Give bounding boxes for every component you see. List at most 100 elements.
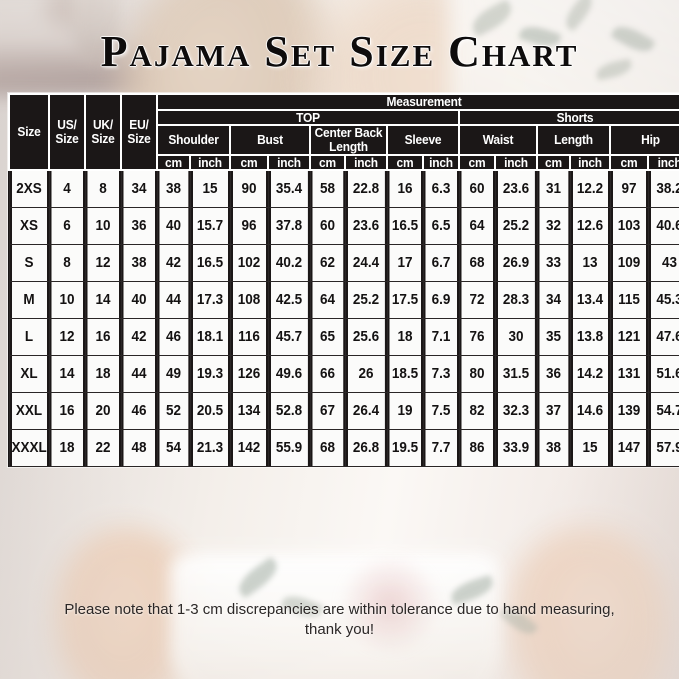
cell-size: M bbox=[10, 280, 48, 319]
table-cell: 67 bbox=[311, 391, 344, 430]
table-cell: 54.7 bbox=[649, 391, 679, 430]
page-title: Pajama Set Size Chart bbox=[100, 27, 579, 76]
header-unit-inch: inch bbox=[648, 153, 679, 172]
table-cell: 18.1 bbox=[191, 317, 229, 356]
header-unit-inch: inch bbox=[345, 153, 387, 172]
table-cell: 36 bbox=[122, 206, 156, 245]
table-cell: 12 bbox=[50, 317, 84, 356]
table-cell: 52.8 bbox=[269, 391, 309, 430]
table-cell: 32.3 bbox=[496, 391, 536, 430]
header-sleeve: Sleeve bbox=[388, 124, 458, 156]
table-cell: 15 bbox=[571, 428, 609, 467]
table-row: S 8 12 38 42 16.5 102 40.2 62 24.4 17 6.7 68 26.9 33 13… bbox=[9, 243, 679, 282]
table-cell: 45.3 bbox=[649, 280, 679, 319]
table-cell: 14.6 bbox=[571, 391, 609, 430]
table-cell: 64 bbox=[460, 206, 494, 245]
table-cell: 17 bbox=[388, 243, 422, 282]
table-cell: 14 bbox=[86, 280, 120, 319]
table-cell: 6.7 bbox=[424, 243, 458, 282]
table-cell: 49 bbox=[158, 354, 189, 393]
table-cell: 44 bbox=[122, 354, 156, 393]
table-cell: 65 bbox=[311, 317, 344, 356]
table-cell: 26.9 bbox=[496, 243, 536, 282]
table-cell: 97 bbox=[611, 169, 647, 208]
table-cell: 25.6 bbox=[346, 317, 386, 356]
table-cell: 60 bbox=[311, 206, 344, 245]
table-cell: 7.3 bbox=[424, 354, 458, 393]
table-cell: 8 bbox=[50, 243, 84, 282]
table-cell: 12 bbox=[86, 243, 120, 282]
table-cell: 28.3 bbox=[496, 280, 536, 319]
header-unit-cm: cm bbox=[459, 153, 495, 172]
table-cell: 46 bbox=[158, 317, 189, 356]
table-cell: 24.4 bbox=[346, 243, 386, 282]
header-center-back-length: Center Back Length bbox=[312, 124, 385, 156]
table-cell: 82 bbox=[460, 391, 494, 430]
table-cell: 68 bbox=[311, 428, 344, 467]
table-cell: 40.6 bbox=[649, 206, 679, 245]
cell-size: XXXL bbox=[10, 428, 48, 467]
header-unit-inch: inch bbox=[190, 153, 230, 172]
table-cell: 6.9 bbox=[424, 280, 458, 319]
table-header: Size US/ Size UK/ Size EU/ Size Measurem… bbox=[9, 92, 679, 172]
header-unit-inch: inch bbox=[268, 153, 310, 172]
header-hip: Hip bbox=[612, 124, 679, 156]
table-cell: 115 bbox=[611, 280, 647, 319]
header-size: Size bbox=[9, 92, 49, 172]
table-cell: 34 bbox=[122, 169, 156, 208]
table-cell: 4 bbox=[50, 169, 84, 208]
table-cell: 33 bbox=[538, 243, 569, 282]
table-cell: 60 bbox=[460, 169, 494, 208]
table-cell: 52 bbox=[158, 391, 189, 430]
table-row: XXXL 18 22 48 54 21.3 142 55.9 68 26.8 19.5 7.7 86 33… bbox=[9, 428, 679, 467]
table-cell: 35.4 bbox=[269, 169, 309, 208]
table-cell: 40 bbox=[158, 206, 189, 245]
table-cell: 19.3 bbox=[191, 354, 229, 393]
table-cell: 33.9 bbox=[496, 428, 536, 467]
table-cell: 6 bbox=[50, 206, 84, 245]
table-cell: 142 bbox=[231, 428, 267, 467]
table-cell: 35 bbox=[538, 317, 569, 356]
header-unit-cm: cm bbox=[157, 153, 190, 172]
table-cell: 90 bbox=[231, 169, 267, 208]
table-cell: 44 bbox=[158, 280, 189, 319]
table-cell: 38 bbox=[538, 428, 569, 467]
header-row-groups: TOP Shorts bbox=[9, 108, 679, 127]
header-top: TOP bbox=[168, 108, 448, 127]
table-cell: 38 bbox=[122, 243, 156, 282]
table-cell: 10 bbox=[50, 280, 84, 319]
table-cell: 16 bbox=[86, 317, 120, 356]
table-cell: 64 bbox=[311, 280, 344, 319]
table-cell: 139 bbox=[611, 391, 647, 430]
table-cell: 45.7 bbox=[269, 317, 309, 356]
table-cell: 55.9 bbox=[269, 428, 309, 467]
table-row: XL 14 18 44 49 19.3 126 49.6 66 26 18.5 7.3 80 31.5 36… bbox=[9, 354, 679, 393]
table-cell: 16.5 bbox=[191, 243, 229, 282]
table-cell: 131 bbox=[611, 354, 647, 393]
table-cell: 26.4 bbox=[346, 391, 386, 430]
table-cell: 20.5 bbox=[191, 391, 229, 430]
table-cell: 31.5 bbox=[496, 354, 536, 393]
table-cell: 147 bbox=[611, 428, 647, 467]
table-cell: 43 bbox=[649, 243, 679, 282]
table-cell: 26.8 bbox=[346, 428, 386, 467]
table-cell: 22 bbox=[86, 428, 120, 467]
table-cell: 108 bbox=[231, 280, 267, 319]
table-cell: 22.8 bbox=[346, 169, 386, 208]
cell-size: XS bbox=[10, 206, 48, 245]
table-cell: 16.5 bbox=[388, 206, 422, 245]
table-cell: 19 bbox=[388, 391, 422, 430]
table-cell: 25.2 bbox=[496, 206, 536, 245]
table-cell: 15 bbox=[191, 169, 229, 208]
header-shoulder: Shoulder bbox=[158, 124, 229, 156]
table-cell: 57.9 bbox=[649, 428, 679, 467]
table-cell: 116 bbox=[231, 317, 267, 356]
table-cell: 37.8 bbox=[269, 206, 309, 245]
table-cell: 47.6 bbox=[649, 317, 679, 356]
table-cell: 23.6 bbox=[346, 206, 386, 245]
table-cell: 20 bbox=[86, 391, 120, 430]
table-cell: 42 bbox=[158, 243, 189, 282]
table-cell: 34 bbox=[538, 280, 569, 319]
table-row: 2XS 4 8 34 38 15 90 35.4 58 22.8 16 6.3 60 23.6 31 12.2… bbox=[9, 169, 679, 208]
table-cell: 46 bbox=[122, 391, 156, 430]
